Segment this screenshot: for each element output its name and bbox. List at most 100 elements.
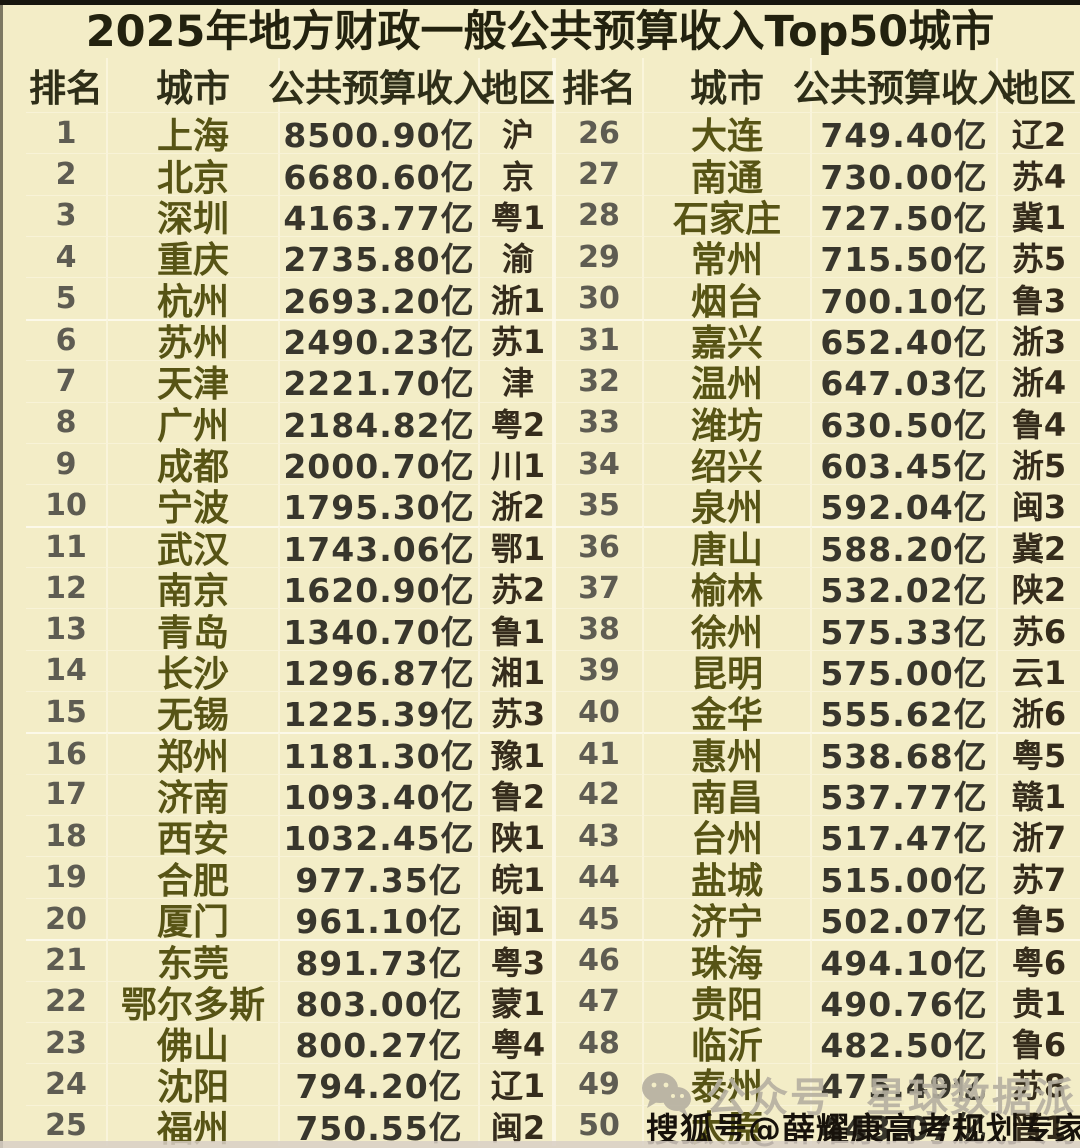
revenue-cell: 502.07亿 xyxy=(812,897,998,941)
revenue-cell: 6680.60亿 xyxy=(280,153,480,197)
city-cell: 青岛 xyxy=(108,608,280,654)
region-cell: 浙7 xyxy=(998,815,1080,857)
region-cell: 云1 xyxy=(998,649,1080,692)
revenue-cell: 2000.70亿 xyxy=(280,442,480,486)
rank-cell: 8 xyxy=(26,401,108,443)
top-border xyxy=(0,0,1080,5)
region-cell: 鲁1 xyxy=(480,608,556,651)
revenue-cell: 1032.45亿 xyxy=(280,815,480,858)
region-cell: 浙3 xyxy=(998,318,1080,361)
city-cell: 厦门 xyxy=(108,897,280,943)
rank-cell: 16 xyxy=(26,732,108,774)
revenue-cell: 575.33亿 xyxy=(812,608,998,652)
region-cell: 粤3 xyxy=(480,939,556,982)
city-cell: 鄂尔多斯 xyxy=(108,980,280,1026)
city-cell: 郑州 xyxy=(108,732,280,778)
rank-cell: 5 xyxy=(26,277,108,319)
rank-cell: 35 xyxy=(556,484,644,526)
revenue-cell: 1743.06亿 xyxy=(280,525,480,569)
region-cell: 赣1 xyxy=(998,773,1080,816)
city-cell: 深圳 xyxy=(108,194,280,240)
city-cell: 东莞 xyxy=(108,939,280,985)
revenue-cell: 630.50亿 xyxy=(812,401,998,445)
rank-cell: 7 xyxy=(26,360,108,402)
city-cell: 上海 xyxy=(108,112,280,157)
revenue-cell: 803.00亿 xyxy=(280,980,480,1024)
city-cell: 石家庄 xyxy=(644,194,812,240)
rank-cell: 43 xyxy=(556,815,644,857)
rank-cell: 9 xyxy=(26,442,108,485)
region-cell: 苏7 xyxy=(998,856,1080,899)
region-cell: 粤6 xyxy=(998,939,1080,982)
revenue-cell: 538.68亿 xyxy=(812,732,998,776)
rank-cell: 23 xyxy=(26,1021,108,1064)
rank-cell: 34 xyxy=(556,442,644,485)
city-cell: 福州 xyxy=(108,1104,280,1148)
rank-cell: 47 xyxy=(556,980,644,1022)
region-cell: 蒙1 xyxy=(480,980,556,1023)
region-cell: 鲁5 xyxy=(998,897,1080,940)
revenue-cell: 482.50亿 xyxy=(812,1021,998,1065)
rank-cell: 3 xyxy=(26,194,108,237)
revenue-cell: 603.45亿 xyxy=(812,442,998,486)
column-header: 地区 xyxy=(481,67,555,110)
city-cell: 昆明 xyxy=(644,649,812,695)
city-cell: 南通 xyxy=(644,153,812,199)
region-cell: 鲁4 xyxy=(998,401,1080,444)
city-cell: 金华 xyxy=(644,691,812,736)
revenue-cell: 2184.82亿 xyxy=(280,401,480,445)
region-cell: 粤5 xyxy=(998,732,1080,775)
revenue-cell: 490.76亿 xyxy=(812,980,998,1024)
rank-cell: 33 xyxy=(556,401,644,443)
revenue-cell: 8500.90亿 xyxy=(280,112,480,155)
region-cell: 皖1 xyxy=(480,856,556,899)
revenue-cell: 647.03亿 xyxy=(812,360,998,403)
rank-cell: 31 xyxy=(556,318,644,361)
region-cell: 闽1 xyxy=(480,897,556,940)
rank-cell: 48 xyxy=(556,1021,644,1064)
revenue-cell: 575.00亿 xyxy=(812,649,998,693)
revenue-cell: 555.62亿 xyxy=(812,691,998,734)
revenue-cell: 2490.23亿 xyxy=(280,318,480,362)
rank-cell: 30 xyxy=(556,277,644,319)
region-cell: 苏5 xyxy=(998,236,1080,278)
revenue-cell: 2221.70亿 xyxy=(280,360,480,403)
rank-cell: 21 xyxy=(26,939,108,981)
rank-cell: 28 xyxy=(556,194,644,237)
revenue-cell: 1795.30亿 xyxy=(280,484,480,527)
city-cell: 惠州 xyxy=(644,732,812,778)
rank-cell: 32 xyxy=(556,360,644,402)
rank-cell: 40 xyxy=(556,691,644,733)
rank-cell: 46 xyxy=(556,939,644,981)
rank-cell: 14 xyxy=(26,649,108,692)
city-cell: 常州 xyxy=(644,236,812,281)
region-cell: 辽2 xyxy=(998,112,1080,154)
city-cell: 重庆 xyxy=(108,236,280,281)
rank-cell: 2 xyxy=(26,153,108,195)
rank-cell: 19 xyxy=(26,856,108,898)
rank-cell: 1 xyxy=(26,112,108,154)
region-cell: 苏2 xyxy=(480,566,556,609)
revenue-cell: 537.77亿 xyxy=(812,773,998,817)
revenue-cell: 475.49亿 xyxy=(812,1063,998,1106)
region-cell: 辽1 xyxy=(480,1063,556,1105)
wechat-icon xyxy=(640,1071,692,1117)
region-cell: 鲁3 xyxy=(998,277,1080,320)
region-cell: 渝 xyxy=(480,236,556,278)
city-cell: 烟台 xyxy=(644,277,812,323)
region-cell: 陕1 xyxy=(480,815,556,857)
region-cell: 粤4 xyxy=(480,1021,556,1064)
region-cell: 浙5 xyxy=(998,442,1080,485)
revenue-cell: 794.20亿 xyxy=(280,1063,480,1106)
revenue-cell: 1620.90亿 xyxy=(280,566,480,610)
revenue-cell: 1225.39亿 xyxy=(280,691,480,734)
region-cell: 粤2 xyxy=(480,401,556,444)
rank-cell: 45 xyxy=(556,897,644,940)
revenue-cell: 1093.40亿 xyxy=(280,773,480,817)
city-cell: 榆林 xyxy=(644,566,812,612)
rank-cell: 25 xyxy=(26,1104,108,1146)
city-cell: 天津 xyxy=(108,360,280,405)
region-cell: 鄂1 xyxy=(480,525,556,568)
city-cell: 绍兴 xyxy=(644,442,812,488)
city-cell: 潍坊 xyxy=(644,401,812,447)
